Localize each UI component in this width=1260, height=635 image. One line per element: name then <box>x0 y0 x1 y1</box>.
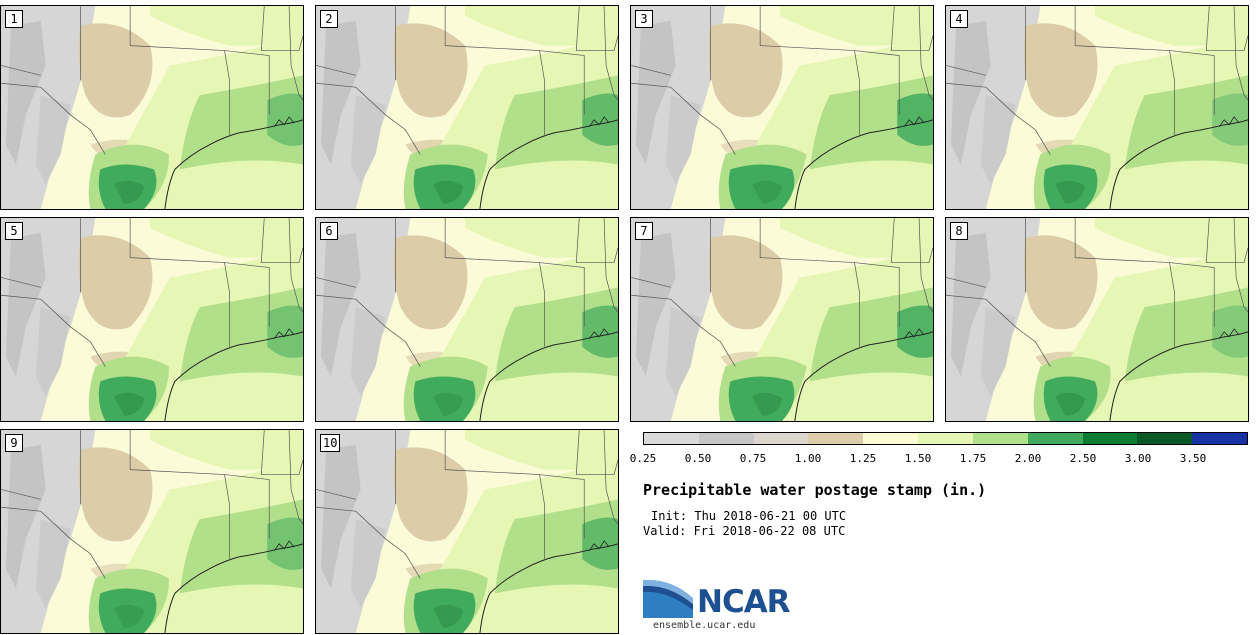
colorbar-segment <box>1192 433 1247 444</box>
init-time: Init: Thu 2018-06-21 00 UTC <box>651 509 847 523</box>
member-number-label: 1 <box>5 10 23 28</box>
colorbar-segment <box>1027 433 1083 444</box>
colorbar-tick-label: 1.50 <box>904 452 932 465</box>
colorbar-tick-label: 3.50 <box>1179 452 1207 465</box>
colorbar-segment <box>1082 433 1138 444</box>
colorbar-segment <box>698 433 754 444</box>
ensemble-member-panel: 10 <box>315 429 619 634</box>
colorbar-segment <box>644 433 699 444</box>
member-number-label: 9 <box>5 434 23 452</box>
chart-title: Precipitable water postage stamp (in.) <box>643 481 987 499</box>
colorbar-tick-label: 0.75 <box>739 452 767 465</box>
ensemble-member-panel: 7 <box>630 217 934 422</box>
colorbar-tick-label: 0.50 <box>684 452 712 465</box>
member-number-label: 2 <box>320 10 338 28</box>
colorbar-tick-label: 1.25 <box>849 452 877 465</box>
member-number-label: 7 <box>635 222 653 240</box>
ncar-swoosh-icon <box>643 579 693 618</box>
ncar-logo-text: NCAR <box>697 584 791 620</box>
member-number-label: 10 <box>320 434 341 452</box>
ensemble-member-panel: 9 <box>0 429 304 634</box>
ensemble-member-panel: 6 <box>315 217 619 422</box>
colorbar-segment <box>753 433 809 444</box>
ensemble-member-panel: 2 <box>315 5 619 210</box>
colorbar-tick-label: 2.50 <box>1069 452 1097 465</box>
colorbar-segment <box>972 433 1028 444</box>
member-number-label: 6 <box>320 222 338 240</box>
member-number-label: 5 <box>5 222 23 240</box>
member-number-label: 3 <box>635 10 653 28</box>
member-number-label: 8 <box>950 222 968 240</box>
ensemble-member-panel: 4 <box>945 5 1249 210</box>
colorbar-tick-label: 1.00 <box>794 452 822 465</box>
source-url: ensemble.ucar.edu <box>653 620 756 631</box>
ensemble-member-panel: 8 <box>945 217 1249 422</box>
ensemble-member-panel: 1 <box>0 5 304 210</box>
valid-time: Valid: Fri 2018-06-22 08 UTC <box>643 524 846 538</box>
colorbar-segment <box>1137 433 1193 444</box>
member-number-label: 4 <box>950 10 968 28</box>
ncar-logo: NCAR <box>643 578 793 620</box>
colorbar-segment <box>808 433 864 444</box>
colorbar-segment <box>863 433 919 444</box>
ensemble-member-panel: 3 <box>630 5 934 210</box>
colorbar <box>643 432 1248 445</box>
colorbar-tick-label: 0.25 <box>629 452 657 465</box>
colorbar-tick-label: 1.75 <box>959 452 987 465</box>
colorbar-segment <box>918 433 973 444</box>
colorbar-tick-label: 3.00 <box>1124 452 1152 465</box>
ensemble-member-panel: 5 <box>0 217 304 422</box>
colorbar-tick-label: 2.00 <box>1014 452 1042 465</box>
